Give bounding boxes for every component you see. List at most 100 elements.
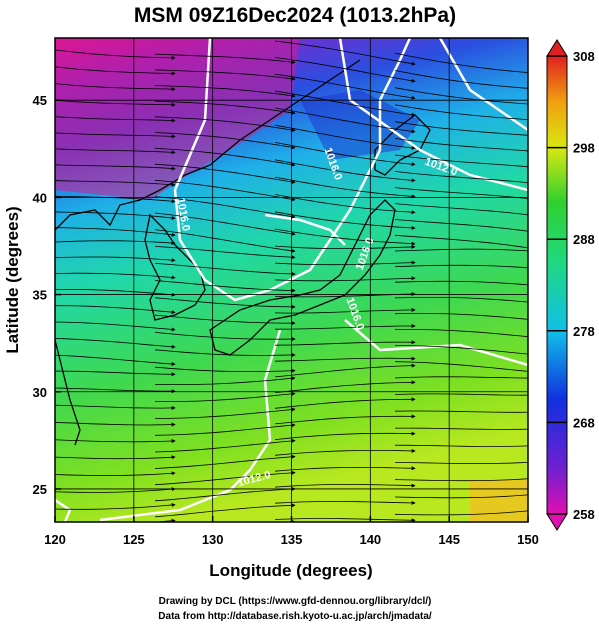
streamline [154,263,296,276]
streamline [55,404,176,410]
streamline [274,483,416,488]
streamline [394,280,528,286]
colorbar-tick-label: 278 [573,324,595,339]
x-tick-label: 150 [517,532,539,547]
streamline [154,503,296,518]
colorbar-body [546,55,568,515]
streamline [274,40,416,66]
streamline [55,288,176,297]
streamline [274,194,416,215]
streamline [55,164,176,171]
y-tick-label: 40 [33,190,47,205]
streamline [55,321,176,332]
streamline [274,397,416,409]
streamline [55,370,176,377]
streamline [395,427,528,430]
streamline [55,180,176,187]
streamline [394,393,528,396]
streamline [55,240,176,245]
streamline [276,519,296,522]
streamline [154,280,296,293]
streamline [394,264,528,269]
streamline [55,148,176,155]
streamline [55,49,176,60]
streamline [394,444,528,447]
isobar [338,38,528,192]
streamline [394,171,528,184]
streamline [274,276,416,282]
x-tick-label: 120 [44,532,66,547]
streamline [274,260,416,266]
y-tick-label: 45 [33,93,47,108]
streamline [274,90,416,117]
streamline [55,256,176,263]
streamline [154,454,296,469]
streamline [274,500,416,505]
streamline [394,104,528,121]
streamline [274,466,416,472]
streamline [154,438,296,453]
streamline [274,159,416,183]
streamline [55,272,176,280]
streamline [394,219,528,232]
streamline [55,487,176,493]
colorbar-tick-label: 258 [573,507,595,522]
x-tick-label: 145 [438,532,460,547]
plot-area [55,38,535,532]
streamline [55,227,176,237]
streamline [274,380,416,393]
y-tick-label: 25 [33,482,47,497]
streamline [394,52,528,73]
streamline [394,461,528,464]
colorbar-top-extend [546,39,568,57]
streamline [55,422,176,427]
isobar [344,319,528,367]
streamline [274,73,416,100]
colorbar-bottom-extend [546,513,568,531]
streamline [55,66,176,76]
streamline [55,502,176,510]
streamline [154,297,296,309]
streamline [274,228,416,246]
colorbar-tick-label: 268 [573,415,595,430]
streamline [394,510,528,516]
streamline [394,121,528,136]
coastline [144,213,206,321]
x-axis-label: Longitude (degrees) [209,561,372,580]
streamline [154,423,296,436]
y-tick-label: 30 [33,385,47,400]
streamline [154,147,296,167]
streamline [154,196,296,219]
coastline [55,59,361,231]
x-tick-label: 135 [281,532,303,547]
streamline [274,107,416,134]
x-tick-label: 130 [202,532,224,547]
streamline [55,471,176,477]
streamline [55,132,176,139]
title: MSM 09Z16Dec2024 (1013.2hPa) [134,4,456,27]
streamline [154,229,296,253]
streamline [154,314,296,326]
y-axis-label: Latitude (degrees) [3,206,22,353]
streamline [274,518,416,522]
streamline [395,526,535,532]
streamlines [55,40,535,532]
streamline [154,69,296,81]
streamline [394,494,528,499]
cold-patch [55,38,300,200]
coastlines [55,59,431,446]
streamline [394,410,528,413]
streamline [274,124,416,150]
streamline [394,154,528,168]
streamline [154,391,296,403]
streamline [394,297,528,303]
footer-line: Drawing by DCL (https://www.gfd-dennou.o… [159,596,432,607]
streamline [154,246,296,260]
streamline [274,176,416,199]
streamline [154,179,296,202]
streamline [55,305,176,315]
streamline [154,349,296,357]
streamline [274,431,416,440]
streamline [55,116,176,123]
